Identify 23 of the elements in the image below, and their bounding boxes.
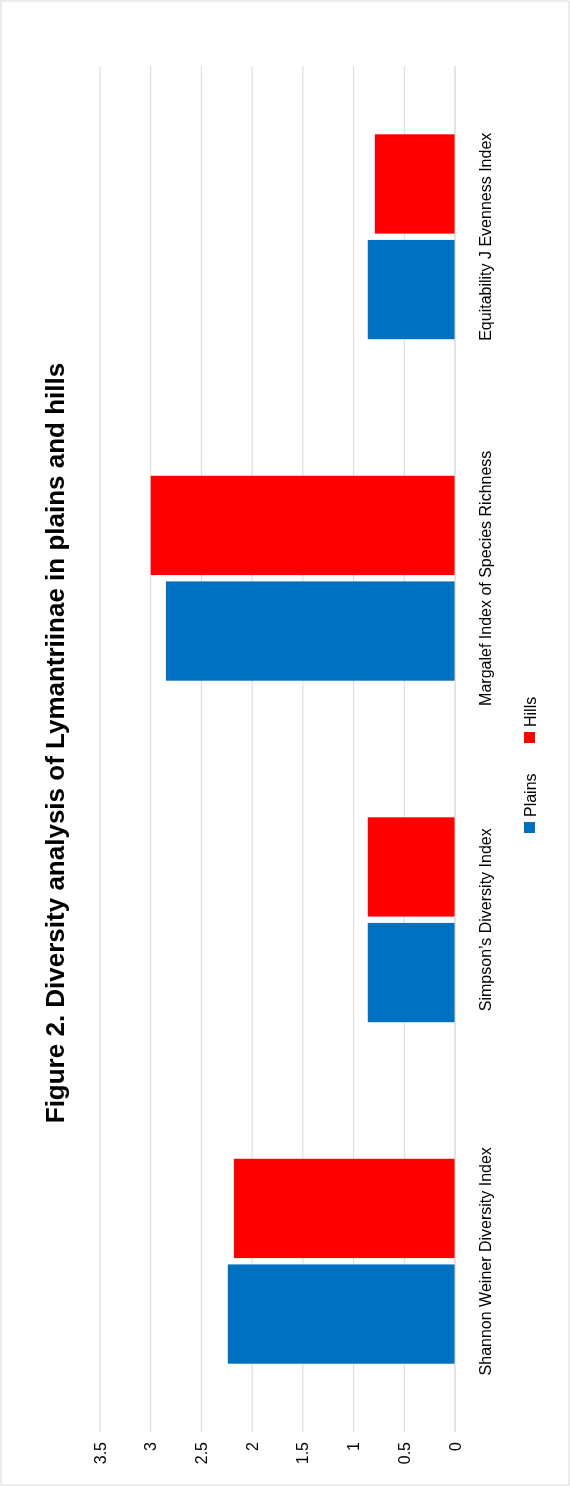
bar [150,475,455,576]
bar [367,922,455,1023]
text: Figure 2. Diversity analysis of Lymantriinae in plains and hills [40,362,71,1124]
bar [233,1158,455,1259]
bar [227,1264,455,1364]
y-tick-label: Simpson’s Diversity Index [476,828,494,1012]
bar [374,134,455,234]
y-tick-label: Equitability J Evenness Index [476,132,494,341]
x-tick-label: 2 [243,1441,261,1451]
x-tick-label: 3 [142,1441,160,1451]
text: Hills [521,696,539,727]
x-tick-label: 3.5 [91,1441,109,1465]
x-tick-label: 1.5 [294,1441,312,1465]
x-tick-label: 0 [446,1441,464,1451]
bar [165,581,455,681]
x-tick-label: 2.5 [193,1441,211,1465]
x-tick-label: 1 [345,1441,363,1451]
y-tick-label: Margalef Index of Species Richness [476,450,494,706]
x-tick-label: 0.5 [395,1441,413,1465]
y-tick-label: Shannon Weiner Diversity Index [476,1147,494,1376]
text: Plains [521,773,539,817]
bar [367,239,455,340]
bar [367,817,455,917]
